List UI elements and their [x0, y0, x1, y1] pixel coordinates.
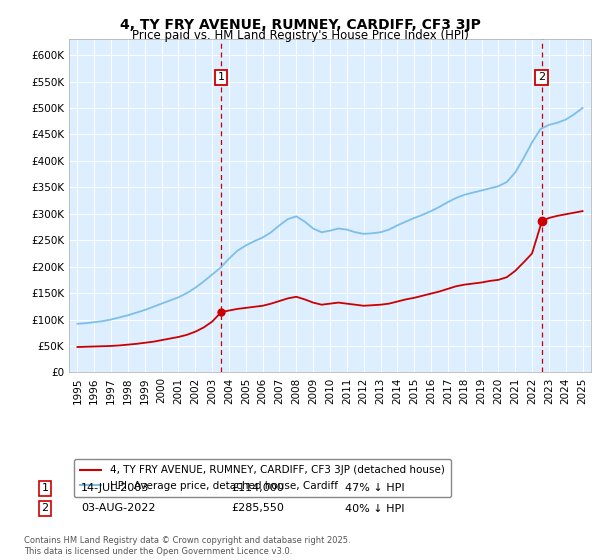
Text: 4, TY FRY AVENUE, RUMNEY, CARDIFF, CF3 3JP: 4, TY FRY AVENUE, RUMNEY, CARDIFF, CF3 3…	[119, 18, 481, 32]
Text: 1: 1	[218, 72, 225, 82]
Text: 1: 1	[41, 483, 49, 493]
Text: 47% ↓ HPI: 47% ↓ HPI	[345, 483, 404, 493]
Text: 14-JUL-2003: 14-JUL-2003	[81, 483, 149, 493]
Text: £114,000: £114,000	[231, 483, 284, 493]
Text: Price paid vs. HM Land Registry's House Price Index (HPI): Price paid vs. HM Land Registry's House …	[131, 29, 469, 42]
Text: 03-AUG-2022: 03-AUG-2022	[81, 503, 155, 514]
Legend: 4, TY FRY AVENUE, RUMNEY, CARDIFF, CF3 3JP (detached house), HPI: Average price,: 4, TY FRY AVENUE, RUMNEY, CARDIFF, CF3 3…	[74, 459, 451, 497]
Text: 2: 2	[538, 72, 545, 82]
Text: 40% ↓ HPI: 40% ↓ HPI	[345, 503, 404, 514]
Text: 2: 2	[41, 503, 49, 514]
Text: £285,550: £285,550	[231, 503, 284, 514]
Text: Contains HM Land Registry data © Crown copyright and database right 2025.
This d: Contains HM Land Registry data © Crown c…	[24, 536, 350, 556]
